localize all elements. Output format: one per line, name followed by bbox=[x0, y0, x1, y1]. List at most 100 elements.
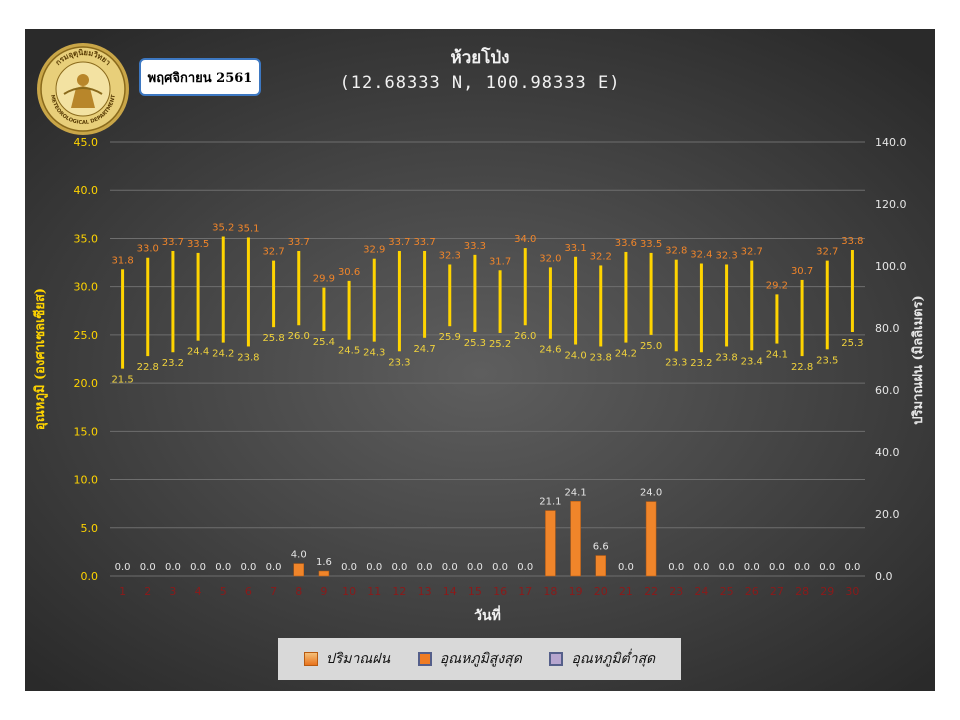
temperature-range-bar bbox=[599, 265, 603, 347]
tmin-data-label: 23.8 bbox=[237, 352, 259, 363]
x-tick-label: 20 bbox=[594, 585, 608, 598]
y-right-axis-title: ปริมาณฝน (มิลลิเมตร) bbox=[911, 295, 926, 424]
x-tick-label: 12 bbox=[392, 585, 406, 598]
tmax-data-label: 32.3 bbox=[715, 250, 737, 261]
tmax-data-label: 31.7 bbox=[489, 256, 511, 267]
temperature-range-bar bbox=[171, 250, 175, 353]
x-tick-label: 19 bbox=[569, 585, 583, 598]
temperature-range-bar bbox=[574, 256, 578, 345]
x-tick-label: 5 bbox=[220, 585, 227, 598]
legend: ปริมาณฝน อุณหภูมิสูงสุด อุณหภูมิต่ำสุด bbox=[278, 638, 681, 680]
y-right-tick-label: 120.0 bbox=[875, 198, 907, 211]
x-tick-label: 9 bbox=[320, 585, 327, 598]
x-tick-label: 14 bbox=[443, 585, 457, 598]
tmin-data-label: 25.3 bbox=[464, 338, 486, 349]
tmin-data-label: 25.0 bbox=[640, 341, 662, 352]
y-right-tick-label: 60.0 bbox=[875, 384, 900, 397]
rain-data-label: 0.0 bbox=[618, 562, 634, 573]
rain-data-label: 0.0 bbox=[341, 562, 357, 573]
temperature-range-bar bbox=[850, 250, 854, 332]
x-tick-label: 30 bbox=[845, 585, 859, 598]
tmax-data-label: 32.3 bbox=[439, 250, 461, 261]
tmax-data-label: 32.2 bbox=[590, 251, 612, 262]
y-left-tick-label: 15.0 bbox=[74, 425, 99, 438]
rain-data-label: 0.0 bbox=[417, 562, 433, 573]
temperature-range-bar bbox=[423, 250, 427, 338]
tmax-data-label: 34.0 bbox=[514, 234, 536, 245]
x-tick-label: 6 bbox=[245, 585, 252, 598]
tmax-data-label: 32.0 bbox=[539, 253, 561, 264]
tmin-data-label: 23.5 bbox=[816, 355, 838, 366]
rain-data-label: 0.0 bbox=[442, 562, 458, 573]
temperature-range-bar bbox=[473, 254, 477, 332]
tmax-data-label: 30.7 bbox=[791, 266, 813, 277]
tmin-data-label: 23.3 bbox=[388, 357, 410, 368]
tmin-data-label: 24.2 bbox=[212, 349, 234, 360]
rain-data-label: 0.0 bbox=[266, 562, 282, 573]
temperature-range-bar bbox=[800, 279, 804, 357]
x-tick-label: 2 bbox=[144, 585, 151, 598]
y-left-tick-label: 45.0 bbox=[74, 136, 99, 149]
month-badge: พฤศจิกายน 2561 bbox=[139, 58, 261, 96]
rain-data-label: 0.0 bbox=[165, 562, 181, 573]
rain-data-label: 0.0 bbox=[769, 562, 785, 573]
temperature-range-bar bbox=[347, 280, 351, 340]
temperature-range-bar bbox=[372, 258, 376, 342]
tmin-data-label: 23.4 bbox=[741, 356, 763, 367]
rain-data-label: 0.0 bbox=[190, 562, 206, 573]
rain-data-label: 0.0 bbox=[719, 562, 735, 573]
legend-item-tmin: อุณหภูมิต่ำสุด bbox=[549, 648, 655, 670]
tmax-data-label: 33.7 bbox=[413, 237, 435, 248]
tmax-data-label: 35.1 bbox=[237, 223, 259, 234]
tmin-data-label: 24.5 bbox=[338, 346, 360, 357]
y-right-tick-label: 140.0 bbox=[875, 136, 907, 149]
x-tick-label: 26 bbox=[745, 585, 759, 598]
x-tick-label: 29 bbox=[820, 585, 834, 598]
x-tick-label: 27 bbox=[770, 585, 784, 598]
tmax-data-label: 31.8 bbox=[111, 255, 133, 266]
tmin-data-label: 25.9 bbox=[439, 332, 461, 343]
x-tick-label: 8 bbox=[295, 585, 302, 598]
tmax-data-label: 33.6 bbox=[615, 238, 637, 249]
temperature-range-bar bbox=[825, 260, 829, 350]
legend-swatch-tmin bbox=[549, 652, 564, 666]
tmin-data-label: 24.3 bbox=[363, 348, 385, 359]
tmax-data-label: 29.9 bbox=[313, 274, 335, 285]
temperature-range-bar bbox=[297, 250, 301, 326]
tmax-data-label: 33.5 bbox=[640, 239, 662, 250]
tmax-data-label: 32.7 bbox=[262, 247, 284, 258]
tmin-data-label: 23.3 bbox=[665, 357, 687, 368]
tmax-data-label: 32.8 bbox=[665, 246, 687, 257]
temperature-range-bar bbox=[221, 236, 225, 343]
tmax-data-label: 32.9 bbox=[363, 245, 385, 256]
y-left-tick-label: 5.0 bbox=[81, 522, 99, 535]
x-tick-label: 1 bbox=[119, 585, 126, 598]
temperature-range-bar bbox=[725, 264, 729, 347]
chart-subtitle: (12.68333 N, 100.98333 E) bbox=[339, 73, 621, 93]
x-tick-label: 13 bbox=[418, 585, 432, 598]
y-left-tick-label: 40.0 bbox=[74, 184, 99, 197]
rain-data-label: 0.0 bbox=[115, 562, 131, 573]
rain-bar bbox=[645, 501, 657, 577]
tmin-data-label: 26.0 bbox=[288, 331, 310, 342]
temperature-range-bar bbox=[498, 270, 502, 333]
tmin-data-label: 22.8 bbox=[791, 362, 813, 373]
rain-data-label: 0.0 bbox=[492, 562, 508, 573]
y-right-tick-label: 40.0 bbox=[875, 446, 900, 459]
rain-bar bbox=[293, 563, 304, 577]
y-right-tick-label: 100.0 bbox=[875, 260, 907, 273]
rain-data-label: 0.0 bbox=[819, 562, 835, 573]
tmin-data-label: 23.8 bbox=[715, 352, 737, 363]
rain-data-label: 0.0 bbox=[844, 562, 860, 573]
temperature-range-bar bbox=[699, 263, 703, 353]
rain-data-label: 0.0 bbox=[467, 562, 483, 573]
x-tick-label: 25 bbox=[720, 585, 734, 598]
x-tick-label: 10 bbox=[342, 585, 356, 598]
tmin-data-label: 21.5 bbox=[111, 375, 133, 386]
y-left-axis-title: อุณหภูมิ (องศาเซลเซียส) bbox=[32, 288, 48, 430]
tmax-data-label: 30.6 bbox=[338, 267, 360, 278]
tmax-data-label: 35.2 bbox=[212, 223, 234, 234]
rain-bar bbox=[545, 510, 556, 577]
rain-data-label: 4.0 bbox=[291, 550, 307, 561]
